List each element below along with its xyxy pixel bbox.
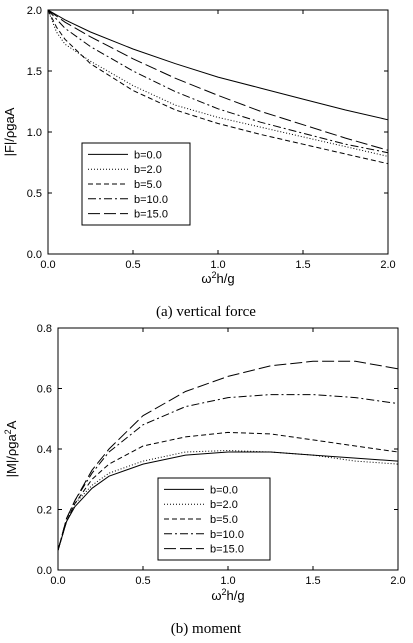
series-line-b-15-0 — [57, 360, 399, 551]
panel-vertical-force: 0.0 0.5 1.0 1.5 2.0 0.0 0.5 1.0 1.5 2.0 ω2h/g |F|/ρ… — [2, 5, 396, 286]
caption-vertical-force: (a) vertical force — [156, 304, 256, 320]
series-line-b-15-0 — [47, 9, 389, 151]
x-tick-label: 0.5 — [135, 575, 150, 587]
x-tick-label: 1.5 — [295, 259, 310, 271]
legend-label: b=15.0 — [134, 209, 168, 221]
series-line-b-2-0 — [47, 9, 389, 157]
series-line-b-0-0 — [47, 9, 389, 121]
legend-label: b=2.0 — [210, 499, 238, 511]
y-axis-label: |M|/ρga2A — [3, 420, 19, 477]
y-tick-label: 0.4 — [37, 444, 52, 456]
x-tick-label: 1.0 — [210, 259, 225, 271]
legend-label: b=0.0 — [210, 484, 238, 496]
y-tick-label: 0.0 — [37, 565, 52, 577]
x-tick-label: 2.0 — [380, 259, 395, 271]
x-tick-label: 2.0 — [390, 575, 405, 587]
legend-label: b=0.0 — [134, 149, 162, 161]
panel-moment: 0.0 0.5 1.0 1.5 2.0 0.0 0.2 0.4 0.6 0.8 ω2h/g |M|/ρ… — [3, 323, 406, 603]
x-tick-label: 0.5 — [125, 259, 140, 271]
x-tick-label: 0.0 — [40, 259, 55, 271]
y-tick-label: 0.8 — [37, 323, 52, 335]
x-tick-label: 1.5 — [305, 575, 320, 587]
y-axis-label: |F|/ρgaA — [2, 107, 17, 156]
y-tick-label: 0.6 — [37, 384, 52, 396]
series-line-b-2-0 — [57, 449, 399, 551]
caption-moment: (b) moment — [171, 621, 242, 637]
y-tick-label: 0.5 — [27, 188, 42, 200]
y-tick-label: 2.0 — [27, 5, 42, 17]
legend-label: b=2.0 — [134, 164, 162, 176]
y-tick-label: 1.5 — [27, 66, 42, 78]
y-tick-label: 0.2 — [37, 505, 52, 517]
x-tick-label: 1.0 — [220, 575, 235, 587]
y-tick-label: 0.0 — [27, 249, 42, 261]
y-tick-label: 1.0 — [27, 127, 42, 139]
series-line-b-0-0 — [57, 451, 399, 551]
legend-label: b=10.0 — [210, 529, 244, 541]
series-line-b-10-0 — [47, 9, 389, 154]
x-axis-label: ω2h/g — [201, 270, 234, 286]
series-line-b-5-0 — [57, 431, 399, 551]
legend-label: b=5.0 — [210, 514, 238, 526]
legend-label: b=15.0 — [210, 544, 244, 556]
legend-label: b=10.0 — [134, 194, 168, 206]
legend-label: b=5.0 — [134, 179, 162, 191]
x-tick-label: 0.0 — [50, 575, 65, 587]
series-line-b-5-0 — [47, 9, 389, 165]
x-axis-label: ω2h/g — [211, 587, 244, 603]
